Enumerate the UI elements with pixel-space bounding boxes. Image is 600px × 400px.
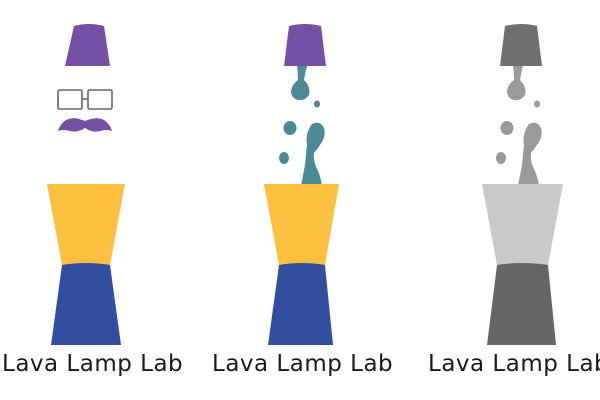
lamp-base	[487, 263, 556, 345]
logo-caption: Lava Lamp Lab	[428, 351, 600, 377]
lamp-base	[268, 263, 333, 345]
lava-blobs	[279, 66, 325, 186]
lamp-cap	[284, 24, 326, 66]
glasses-icon	[57, 89, 113, 110]
logo-caption: Lava Lamp Lab	[2, 351, 184, 377]
logo-caption: Lava Lamp Lab	[212, 351, 394, 377]
lamp-base	[51, 263, 121, 345]
lava-blobs	[496, 66, 542, 186]
lamp-cap	[500, 24, 542, 66]
lamp-upper-body	[264, 184, 339, 265]
lava-lamp-logo-face	[47, 24, 125, 345]
lamp-upper-body	[482, 184, 563, 265]
lava-lamp-logo-grayscale	[482, 24, 563, 345]
mustache-icon	[58, 118, 112, 132]
lamp-upper-body	[47, 184, 125, 265]
lava-lamp-logo-color	[264, 24, 339, 345]
lamp-cap	[65, 24, 110, 66]
